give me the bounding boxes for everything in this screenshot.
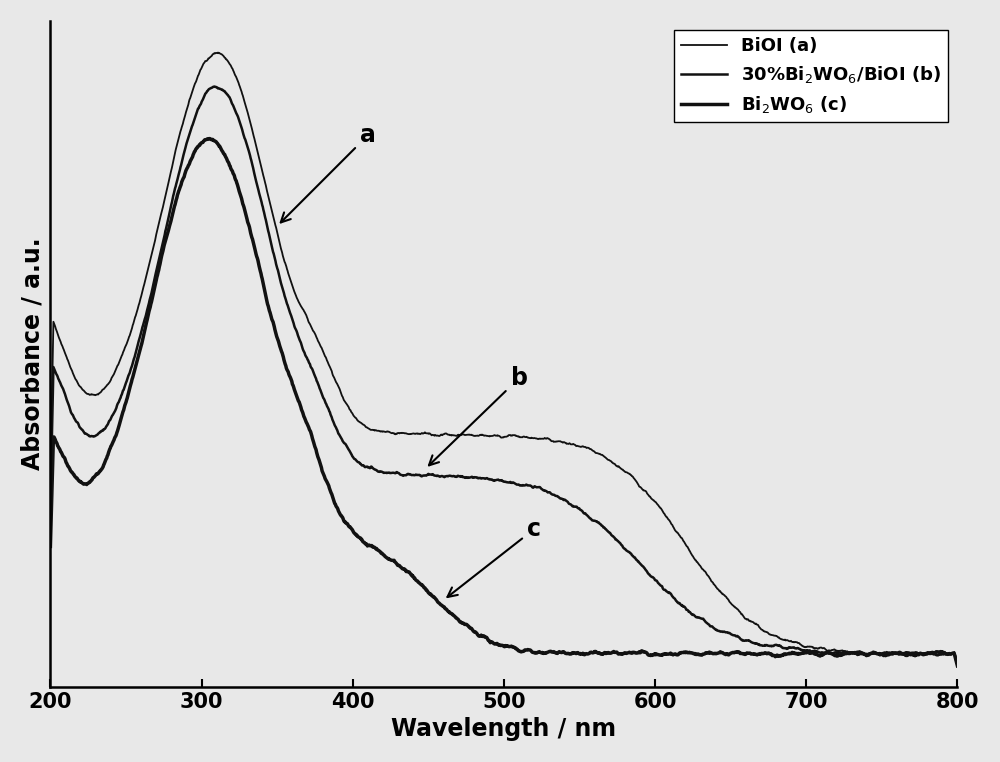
30%Bi$_2$WO$_6$/BiOI (b): [465, 472, 477, 482]
Y-axis label: Absorbance / a.u.: Absorbance / a.u.: [21, 238, 45, 470]
30%Bi$_2$WO$_6$/BiOI (b): [115, 393, 127, 402]
30%Bi$_2$WO$_6$/BiOI (b): [44, 502, 56, 511]
Bi$_2$WO$_6$ (c): [115, 415, 127, 424]
Bi$_2$WO$_6$ (c): [951, 661, 963, 671]
BiOI (a): [465, 431, 477, 440]
30%Bi$_2$WO$_6$/BiOI (b): [208, 82, 220, 91]
Legend: BiOI (a), 30%Bi$_2$WO$_6$/BiOI (b), Bi$_2$WO$_6$ (c): BiOI (a), 30%Bi$_2$WO$_6$/BiOI (b), Bi$_…: [674, 30, 948, 123]
Text: c: c: [447, 517, 541, 597]
BiOI (a): [151, 225, 163, 234]
Text: b: b: [429, 367, 528, 466]
BiOI (a): [430, 431, 442, 440]
BiOI (a): [449, 431, 461, 440]
Text: a: a: [281, 123, 376, 223]
Bi$_2$WO$_6$ (c): [449, 612, 461, 621]
Line: 30%Bi$_2$WO$_6$/BiOI (b): 30%Bi$_2$WO$_6$/BiOI (b): [50, 87, 957, 665]
30%Bi$_2$WO$_6$/BiOI (b): [449, 472, 461, 481]
30%Bi$_2$WO$_6$/BiOI (b): [151, 261, 163, 271]
BiOI (a): [951, 658, 963, 667]
X-axis label: Wavelength / nm: Wavelength / nm: [391, 717, 616, 741]
BiOI (a): [212, 48, 224, 57]
Line: BiOI (a): BiOI (a): [50, 53, 957, 662]
Bi$_2$WO$_6$ (c): [151, 271, 163, 280]
Line: Bi$_2$WO$_6$ (c): Bi$_2$WO$_6$ (c): [50, 139, 957, 666]
30%Bi$_2$WO$_6$/BiOI (b): [430, 471, 442, 480]
30%Bi$_2$WO$_6$/BiOI (b): [561, 497, 573, 506]
Bi$_2$WO$_6$ (c): [430, 594, 442, 604]
30%Bi$_2$WO$_6$/BiOI (b): [951, 661, 963, 670]
Bi$_2$WO$_6$ (c): [465, 624, 477, 633]
Bi$_2$WO$_6$ (c): [204, 134, 216, 143]
Bi$_2$WO$_6$ (c): [44, 542, 56, 551]
BiOI (a): [561, 439, 573, 448]
Bi$_2$WO$_6$ (c): [561, 649, 573, 658]
BiOI (a): [44, 476, 56, 485]
BiOI (a): [115, 354, 127, 363]
